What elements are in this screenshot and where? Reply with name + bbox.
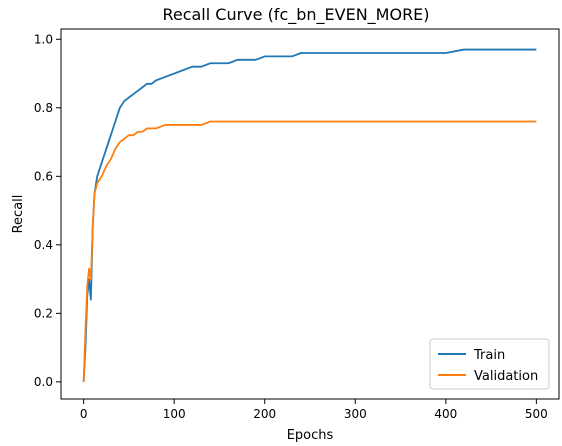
legend: Train Validation <box>429 338 550 390</box>
x-tick-label: 100 <box>163 407 186 421</box>
legend-box <box>429 338 550 390</box>
series-line-validation <box>82 120 537 382</box>
y-tick-label: 0.8 <box>34 101 53 115</box>
x-tick-label: 0 <box>80 407 88 421</box>
chart-title: Recall Curve (fc_bn_EVEN_MORE) <box>162 5 429 25</box>
x-tick-label: 200 <box>253 407 276 421</box>
legend-label-validation: Validation <box>474 369 538 384</box>
y-axis-label: Recall <box>11 195 26 234</box>
plot-area <box>60 28 560 400</box>
plot-frame <box>60 28 560 400</box>
x-tick-label: 500 <box>525 407 548 421</box>
series-line-train <box>82 48 537 382</box>
y-tick-label: 0.2 <box>34 306 53 320</box>
y-tick-label: 0.6 <box>34 169 53 183</box>
x-axis-label: Epochs <box>287 428 334 443</box>
x-tick-label: 400 <box>434 407 457 421</box>
y-tick-label: 0.0 <box>34 375 53 389</box>
tick-layer: 0 100 200 300 400 500 0.0 0.2 0.4 0.6 0.8 1.0 <box>34 32 548 421</box>
x-tick-label: 300 <box>344 407 367 421</box>
y-tick-label: 0.4 <box>34 238 53 252</box>
y-tick-label: 1.0 <box>34 32 53 46</box>
legend-label-train: Train <box>473 348 505 363</box>
